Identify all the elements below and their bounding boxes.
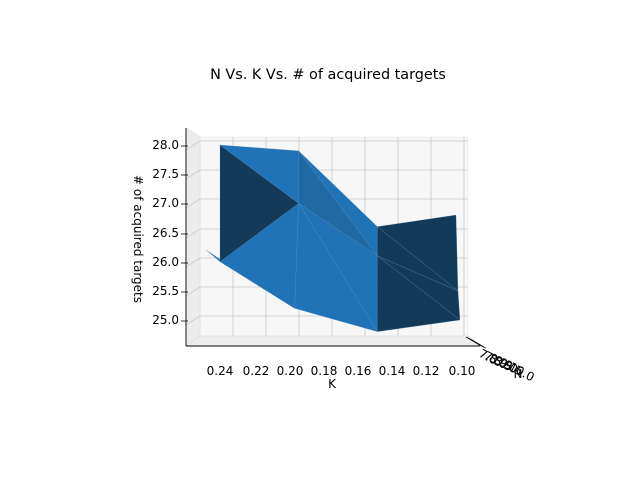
- x-tick-label: 0.18: [311, 364, 338, 378]
- x-tick-label: 0.10: [449, 364, 476, 378]
- floor-pane: [184, 335, 482, 347]
- grid-line: [185, 140, 201, 151]
- surface: [205, 144, 461, 333]
- x-tick-label: 0.14: [379, 364, 406, 378]
- grid-line: [185, 198, 201, 209]
- grid-line: [185, 315, 201, 326]
- y-axis-label: N: [514, 367, 523, 381]
- x-tick-label: 0.16: [345, 364, 372, 378]
- x-tick-label: 0.24: [207, 364, 234, 378]
- y-tick: [477, 343, 487, 349]
- x-tick-label: 0.12: [413, 364, 440, 378]
- z-tick-label: 28.0: [152, 138, 179, 152]
- tick-labels: 25.0 25.5 26.0 26.5 27.0 27.5 28.0 0.24 0.22 0.20…: [152, 138, 536, 384]
- grid-line: [185, 228, 201, 239]
- surface-face: [376, 214, 459, 292]
- z-axis-label: # of acquired targets: [131, 175, 145, 303]
- z-tick-label: 26.0: [152, 255, 179, 269]
- chart-title: N Vs. K Vs. # of acquired targets: [210, 67, 446, 83]
- grid-line: [185, 286, 201, 297]
- z-tick-label: 26.5: [152, 226, 179, 240]
- x-axis-label: K: [328, 377, 337, 391]
- x-tick-label: 0.20: [277, 364, 304, 378]
- z-tick-label: 25.0: [152, 313, 179, 327]
- grid-line: [185, 257, 201, 268]
- z-tick-label: 27.5: [152, 167, 179, 181]
- x-tick-label: 0.22: [243, 364, 270, 378]
- z-tick-label: 27.0: [152, 196, 179, 210]
- z-tick-label: 25.5: [152, 284, 179, 298]
- grid-line: [185, 169, 201, 180]
